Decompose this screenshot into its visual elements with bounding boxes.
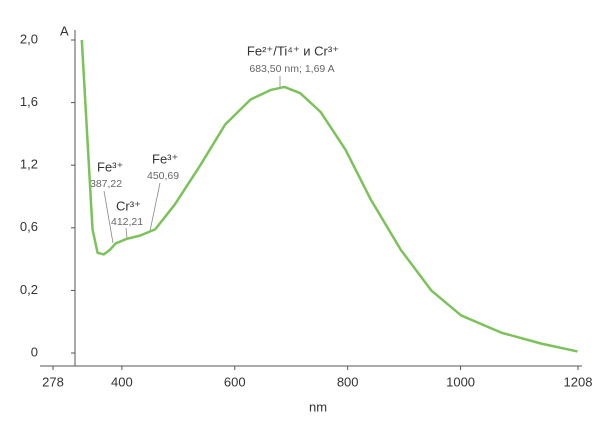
x-tick-label: 600 [224, 374, 246, 389]
leader-line [125, 227, 128, 239]
x-axis-label: nm [309, 399, 327, 414]
annotation-value: 387,22 [90, 178, 122, 190]
y-tick-label: 1,6 [20, 94, 38, 109]
x-tick-label: 400 [111, 374, 133, 389]
y-tick-label: 0 [31, 344, 38, 359]
leader-line [103, 190, 114, 244]
y-tick-label: 1,2 [20, 157, 38, 172]
x-tick-label: 800 [337, 374, 359, 389]
annotation-value: 412,21 [111, 216, 143, 228]
annotation-label: Fe³⁺ [97, 159, 123, 174]
x-tick-label: 278 [42, 374, 64, 389]
leader-line [149, 182, 161, 232]
annotation-label: Fe²⁺/Ti⁴⁺ и Cr³⁺ [247, 43, 339, 58]
x-tick-label: 1208 [564, 374, 593, 389]
annotation-label: Cr³⁺ [116, 198, 141, 213]
y-tick-label: 2,0 [20, 31, 38, 46]
x-tick-label: 1000 [446, 374, 475, 389]
annotation-value: 683,50 nm; 1,69 A [249, 63, 334, 75]
y-axis-label: A [60, 23, 69, 38]
annotation-label: Fe³⁺ [152, 151, 178, 166]
annotation-value: 450,69 [147, 170, 179, 182]
y-tick-label: 0,6 [20, 219, 38, 234]
spectrum-line [80, 39, 578, 353]
y-tick-label: 0,2 [20, 282, 38, 297]
